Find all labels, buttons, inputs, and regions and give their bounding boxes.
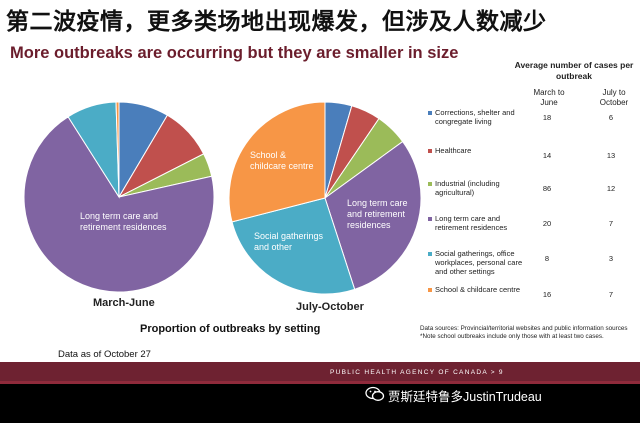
pie2-label-school: School & childcare centre	[250, 150, 314, 171]
pie1-label-ltc: Long term care and retirement residences	[80, 211, 167, 232]
legend-swatch	[428, 288, 432, 292]
pie1-slice-ltc	[23, 116, 215, 293]
pie2-slice-ltc	[324, 140, 422, 290]
value-march-june: 8	[544, 254, 550, 263]
sources-line2: *Note school outbreaks include only thos…	[420, 333, 604, 340]
value-july-october: 12	[606, 184, 616, 193]
wechat-icon	[365, 386, 385, 401]
col-head-march-june: March to June	[533, 88, 565, 107]
data-sources: Data sources: Provincial/territorial web…	[420, 325, 628, 341]
pie1-title: March-June	[93, 297, 155, 309]
pie2-title: July-October	[296, 301, 364, 313]
sources-line1: Data sources: Provincial/territorial web…	[420, 325, 628, 332]
chinese-title: 第二波疫情，更多类场地出现爆发，但涉及人数减少	[6, 9, 547, 35]
legend-label: Healthcare	[435, 146, 472, 155]
english-title: More outbreaks are occurring but they ar…	[10, 44, 459, 62]
agency-band	[0, 362, 640, 381]
table-title: Average number of cases per outbreak	[514, 60, 634, 81]
legend-label: School & childcare centre	[435, 285, 521, 294]
value-july-october: 7	[608, 219, 614, 228]
agency-name: PUBLIC HEALTH AGENCY OF CANADA > 9	[330, 369, 504, 376]
legend-label: Long term care and retirement residences	[435, 214, 508, 232]
value-march-june: 20	[542, 219, 552, 228]
pie2-slice-social	[231, 197, 356, 295]
watermark-text: 贾斯廷特鲁多JustinTrudeau	[388, 390, 542, 404]
legend-label: Industrial (including agricultural)	[435, 179, 500, 197]
value-july-october: 7	[608, 290, 614, 299]
value-march-june: 18	[542, 113, 552, 122]
legend-swatch	[428, 182, 432, 186]
value-march-june: 86	[542, 184, 552, 193]
legend-swatch	[428, 252, 432, 256]
pie1-slice-school	[115, 101, 120, 198]
pie2-slice-school	[228, 101, 326, 223]
legend-label: Corrections, shelter and congregate livi…	[435, 108, 515, 126]
value-march-june: 14	[542, 151, 552, 160]
value-july-october: 3	[608, 254, 614, 263]
value-march-june: 16	[542, 290, 552, 299]
col-head-july-october: July to October	[599, 88, 629, 107]
legend-swatch	[428, 111, 432, 115]
value-july-october: 13	[606, 151, 616, 160]
pie2-label-social: Social gatherings and other	[254, 231, 324, 252]
legend-label: Social gatherings, office workplaces, pe…	[435, 249, 523, 276]
pie-caption: Proportion of outbreaks by setting	[140, 323, 321, 335]
pie2-label-ltc: Long term care and retirement residences	[347, 198, 408, 230]
legend-swatch	[428, 217, 432, 221]
value-july-october: 6	[608, 113, 614, 122]
legend-swatch	[428, 149, 432, 153]
footer-divider	[0, 381, 640, 384]
data-date-note: Data as of October 27	[58, 349, 151, 360]
footer-bar	[0, 384, 640, 423]
